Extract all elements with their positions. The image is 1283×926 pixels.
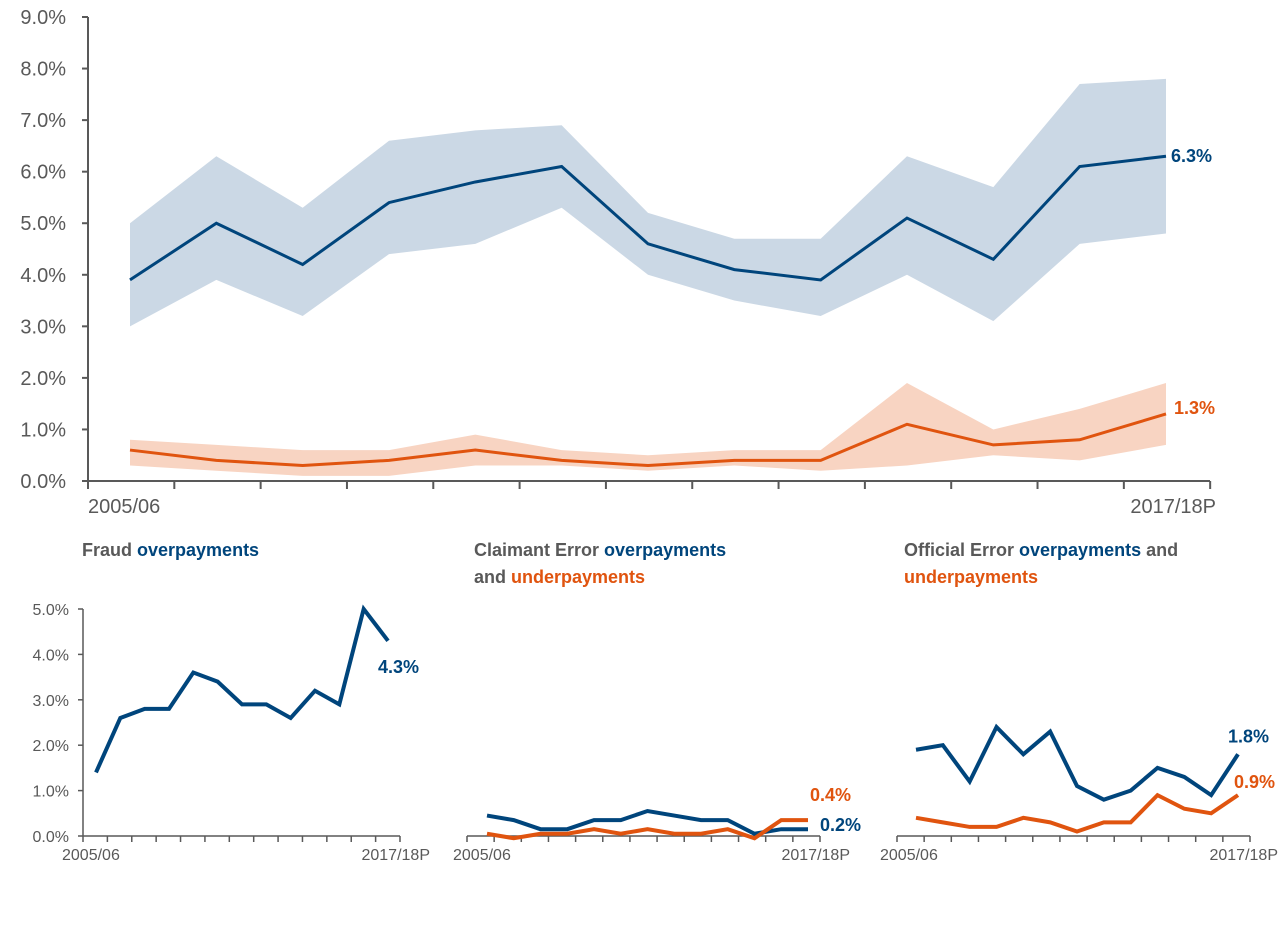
panel-x-start-label: 2005/06	[62, 847, 120, 864]
fraud-y-tick-label: 1.0%	[33, 784, 69, 801]
fraud-y-tick-label: 2.0%	[33, 738, 69, 755]
main-y-tick-label: 5.0%	[20, 213, 66, 235]
official-title-underpayments: underpayments	[904, 567, 1038, 587]
panel-x-end-label: 2017/18P	[361, 847, 430, 864]
overpayments-line	[129, 154, 1167, 282]
main-x-end-label: 2017/18P	[1130, 496, 1216, 518]
claimant-title-overpayments: overpayments	[604, 540, 726, 560]
overpayments-end-label: 4.3%	[378, 657, 419, 677]
overpayments-line	[94, 604, 390, 774]
official-error-panel: 2005/06 2017/18P 1.8% 0.9%	[880, 723, 1278, 864]
overpayments-line	[486, 808, 808, 836]
overpayments-line	[915, 723, 1240, 802]
underpayments-end-label: 0.9%	[1234, 772, 1275, 792]
underpayments-line	[915, 792, 1240, 834]
main-x-ticks	[87, 481, 1212, 489]
main-x-start-label: 2005/06	[88, 496, 160, 518]
panel-x-start-label: 2005/06	[453, 847, 511, 864]
claimant-title-and: and	[474, 567, 511, 587]
main-y-tick-label: 4.0%	[20, 265, 66, 287]
fraud-y-tick-label: 3.0%	[33, 693, 69, 710]
official-title-part: Official Error	[904, 540, 1019, 560]
main-y-tick-label: 8.0%	[20, 59, 66, 81]
main-chart: 0.0% 1.0% 2.0% 3.0% 4.0% 5.0% 6.0% 7.0% 8.0% 9.0%…	[20, 7, 1216, 518]
main-y-tick-label: 9.0%	[20, 7, 66, 29]
fraud-panel: 0.0% 1.0% 2.0% 3.0% 4.0% 5.0% 2005/06 2017/18P 4…	[33, 602, 430, 864]
panel-x-start-label: 2005/06	[880, 847, 938, 864]
claimant-title-part: Claimant Error	[474, 540, 604, 560]
official-panel-title-line2: underpayments	[904, 567, 1038, 587]
underpayments-line	[486, 818, 808, 841]
fraud-y-tick-label: 5.0%	[33, 602, 69, 619]
fraud-title-part: Fraud	[82, 540, 137, 560]
underpayments-end-label: 0.4%	[810, 785, 851, 805]
official-title-and: and	[1141, 540, 1178, 560]
claimant-panel-title-line2: and underpayments	[474, 567, 645, 587]
official-panel-title-line1: Official Error overpayments and	[904, 540, 1178, 560]
fraud-y-tick-label: 0.0%	[33, 829, 69, 846]
main-y-tick-label: 0.0%	[20, 471, 66, 493]
fraud-y-tick-label: 4.0%	[33, 647, 69, 664]
fraud-panel-title: Fraud overpayments	[82, 540, 259, 560]
claimant-panel-title-line1: Claimant Error overpayments	[474, 540, 726, 560]
claimant-error-panel: 2005/06 2017/18P 0.2% 0.4%	[453, 785, 861, 864]
main-y-axis: 0.0% 1.0% 2.0% 3.0% 4.0% 5.0% 6.0% 7.0% 8.0% 9.0%	[20, 7, 89, 493]
main-y-tick-label: 1.0%	[20, 419, 66, 441]
official-title-overpayments: overpayments	[1019, 540, 1141, 560]
panel-x-end-label: 2017/18P	[1209, 847, 1278, 864]
claimant-title-underpayments: underpayments	[511, 567, 645, 587]
underpayments-confidence-band	[130, 383, 1166, 476]
underpayments-end-label: 1.3%	[1174, 398, 1215, 418]
underpayments-line	[129, 412, 1167, 468]
overpayments-confidence-band	[130, 78, 1166, 327]
overpayments-end-label: 6.3%	[1171, 146, 1212, 166]
fraud-title-overpayments: overpayments	[137, 540, 259, 560]
main-y-tick-label: 6.0%	[20, 162, 66, 184]
overpayments-end-label: 0.2%	[820, 815, 861, 835]
overpayments-end-label: 1.8%	[1228, 726, 1269, 746]
main-y-tick-label: 7.0%	[20, 110, 66, 132]
panel-x-end-label: 2017/18P	[781, 847, 850, 864]
main-y-tick-label: 3.0%	[20, 316, 66, 338]
main-y-tick-label: 2.0%	[20, 368, 66, 390]
